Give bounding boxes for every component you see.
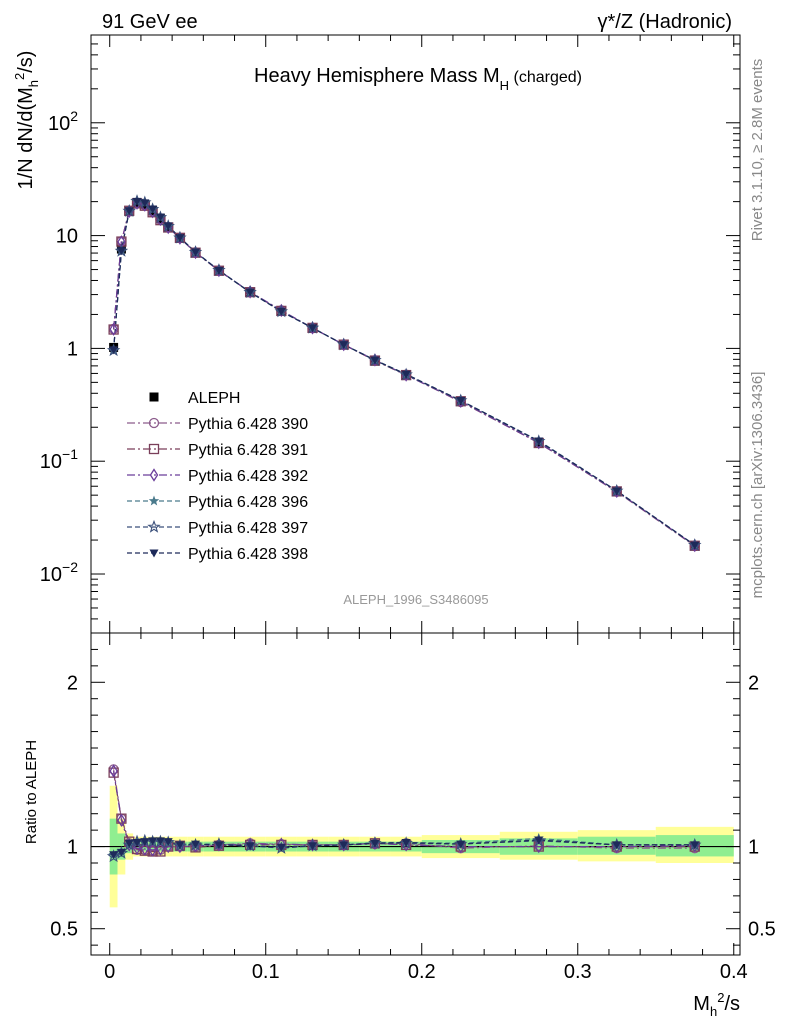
ratio-series-5-point xyxy=(690,841,700,850)
ratio-series-5-point xyxy=(109,851,119,860)
ratio-plot-frame xyxy=(90,632,741,956)
ratio-y-tick-label-right: 1 xyxy=(748,837,759,859)
main-y-tick-label: 10−1 xyxy=(40,446,78,473)
series-6-point xyxy=(155,213,165,222)
ratio-series-5-point xyxy=(339,841,349,850)
ratio-series-2-point xyxy=(148,843,157,857)
ratio-series-2-point xyxy=(156,842,165,856)
ratio-series-2-point xyxy=(117,813,126,827)
series-6-point xyxy=(339,341,349,350)
ratio-series-5-point xyxy=(401,838,411,847)
x-tick-label: 0.4 xyxy=(720,961,748,983)
legend-label: Pythia 6.428 391 xyxy=(188,442,308,459)
legend-marker xyxy=(148,417,160,429)
ratio-series-5-point xyxy=(175,841,185,850)
ratio-series-5-point xyxy=(245,842,255,851)
series-3-point xyxy=(109,322,118,336)
series-6-point xyxy=(140,199,150,208)
series-6-point xyxy=(116,247,126,256)
ratio-series-5-point xyxy=(456,840,466,849)
series-6-point xyxy=(690,541,700,550)
header-right: γ*/Z (Hadronic) xyxy=(598,11,732,33)
main-plot-title: Heavy Hemisphere Mass MH (charged) xyxy=(254,65,582,93)
series-6-point xyxy=(245,288,255,297)
ratio-series-5-point xyxy=(116,848,126,857)
legend-marker xyxy=(149,392,159,402)
legend-marker xyxy=(149,468,159,482)
series-6-point xyxy=(370,356,380,365)
legend-label: ALEPH xyxy=(188,390,240,407)
x-tick-label: 0.3 xyxy=(564,961,592,983)
legend-label: Pythia 6.428 397 xyxy=(188,520,308,537)
ratio-series-2-point xyxy=(132,841,142,855)
legend-label: Pythia 6.428 396 xyxy=(188,494,308,511)
series-6-point xyxy=(276,307,286,316)
analysis-watermark: ALEPH_1996_S3486095 xyxy=(343,592,488,607)
ratio-y-tick-label: 1 xyxy=(67,837,78,859)
ratio-y-tick-label-right: 0.5 xyxy=(748,919,776,941)
series-6-point xyxy=(401,370,411,379)
legend-label: Pythia 6.428 392 xyxy=(188,468,308,485)
legend-marker xyxy=(148,495,160,506)
series-6-point xyxy=(191,248,201,257)
ratio-series-2-point xyxy=(140,842,150,856)
legend-marker xyxy=(148,443,160,455)
ratio-y-axis-label: Ratio to ALEPH xyxy=(23,740,40,844)
main-plot-frame xyxy=(90,34,741,634)
series-6-point xyxy=(132,197,142,206)
series-6-point xyxy=(534,437,544,446)
series-6-point xyxy=(612,487,622,496)
x-axis-label: Mh2/s xyxy=(693,990,740,1019)
ratio-series-5-point xyxy=(191,840,201,849)
header-left: 91 GeV ee xyxy=(102,11,198,33)
legend-marker xyxy=(147,519,161,533)
series-6-point xyxy=(148,205,158,214)
legend: ALEPH Pythia 6.428 390 Pythia 6.428 391 Pyt… xyxy=(127,390,308,563)
ratio-series-5-point xyxy=(214,841,224,850)
ratio-series-5-point xyxy=(140,838,150,847)
series-6-point xyxy=(456,397,466,406)
ratio-series-5-point xyxy=(612,841,622,850)
main-y-tick-label: 10−2 xyxy=(40,559,78,586)
series-6-point xyxy=(308,324,318,333)
x-tick-label: 0 xyxy=(104,961,115,983)
ratio-series-5-point xyxy=(276,843,286,852)
mcplots-label: mcplots.cern.ch [arXiv:1306.3436] xyxy=(749,372,766,599)
legend-label: Pythia 6.428 398 xyxy=(188,546,308,563)
ratio-series-5-point xyxy=(155,837,165,846)
ratio-series-5-point xyxy=(132,838,142,847)
series-6-point xyxy=(163,222,173,231)
x-tick-label: 0.1 xyxy=(252,961,280,983)
legend-marker xyxy=(149,549,159,558)
ratio-series-2-point xyxy=(401,838,411,852)
series-6-point xyxy=(214,267,224,276)
main-y-axis-label: 1/N dN/d(Mh2/s) xyxy=(12,51,41,190)
ratio-series-5-point xyxy=(148,837,158,846)
series-6-point xyxy=(109,346,119,355)
legend-label: Pythia 6.428 390 xyxy=(188,416,308,433)
main-y-tick-label: 102 xyxy=(48,108,78,135)
rivet-version-label: Rivet 3.1.10, ≥ 2.8M events xyxy=(749,59,766,242)
ratio-y-tick-label: 2 xyxy=(67,672,78,694)
series-6-point xyxy=(124,207,134,216)
ratio-series-5-point xyxy=(163,838,173,847)
ratio-y-tick-label: 0.5 xyxy=(50,919,78,941)
main-y-tick-label: 10 xyxy=(56,226,78,248)
ratio-series-5-point xyxy=(124,839,134,848)
ratio-series-5-point xyxy=(370,839,380,848)
ratio-series-5-point xyxy=(308,842,318,851)
ratio-y-tick-label-right: 2 xyxy=(748,672,759,694)
ratio-series-5-point xyxy=(534,836,544,845)
main-plot-panel: 10−2 10−1 1 10 102 Heavy Hemisphere Mass MH … xyxy=(12,34,741,634)
series-6-point xyxy=(175,234,185,243)
x-tick-label: 0.2 xyxy=(408,961,436,983)
main-y-tick-label: 1 xyxy=(67,338,78,360)
ratio-series-2-point xyxy=(109,764,118,778)
ratio-plot-panel: 0 0.1 0.2 0.3 0.40.5 0.51 12 2 Ratio to ALEPH M… xyxy=(23,632,776,1019)
